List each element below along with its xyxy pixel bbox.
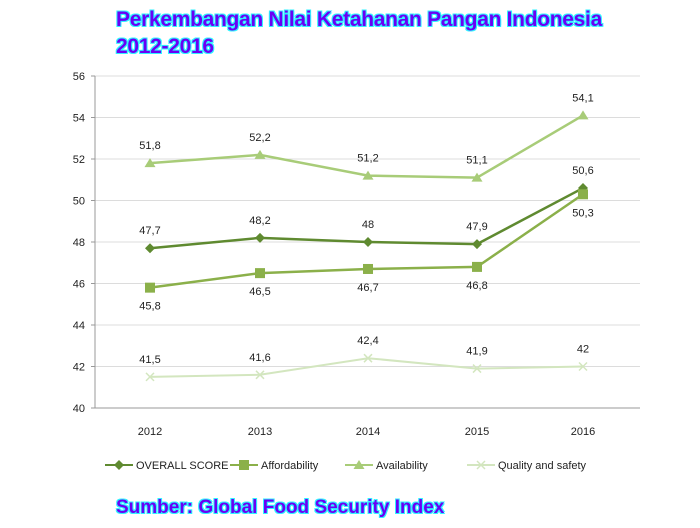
data-label: 54,1 — [572, 92, 593, 104]
data-point — [363, 263, 373, 274]
data-label: 48 — [362, 219, 374, 231]
data-label: 46,8 — [466, 280, 487, 292]
data-label: 51,8 — [139, 140, 160, 152]
x-stroke — [578, 361, 588, 372]
data-point — [472, 261, 482, 272]
data-label: 47,9 — [466, 221, 487, 233]
series-line — [149, 357, 584, 378]
title-line-1: Perkembangan Nilai Ketahanan Pangan Indo… — [116, 8, 602, 31]
legend-item: Availability — [345, 460, 428, 472]
x-tick-label: 2013 — [248, 426, 272, 438]
data-label: 41,9 — [466, 346, 487, 358]
data-point — [254, 149, 266, 159]
chart-title: Perkembangan Nilai Ketahanan Pangan Indo… — [116, 6, 602, 60]
x-stroke — [363, 353, 373, 363]
data-label: 47,7 — [139, 225, 160, 237]
x-stroke — [472, 364, 482, 374]
x-stroke — [145, 372, 155, 382]
data-point — [577, 110, 589, 120]
x-tick-label: 2015 — [465, 426, 489, 438]
legend-label: Quality and safety — [498, 460, 587, 472]
x-tick-label: 2012 — [138, 426, 162, 438]
data-point — [472, 364, 482, 374]
legend-label: Availability — [376, 460, 428, 472]
x-tick-label: 2016 — [571, 426, 595, 438]
y-tick-label: 54 — [73, 113, 85, 125]
data-point — [145, 372, 155, 382]
x-tick-label: 2014 — [356, 426, 380, 438]
data-point — [578, 361, 588, 372]
y-tick-label: 50 — [73, 196, 85, 208]
data-label: 45,8 — [139, 301, 160, 313]
data-label: 51,2 — [357, 153, 378, 165]
legend-marker — [476, 460, 486, 470]
legend-item: OVERALL SCORE — [105, 460, 229, 472]
y-tick-label: 48 — [73, 237, 85, 249]
data-point — [145, 282, 155, 293]
data-label: 41,5 — [139, 354, 160, 366]
data-label: 42,4 — [357, 335, 378, 347]
data-label: 46,5 — [249, 286, 270, 298]
data-point — [362, 170, 374, 180]
y-tick-label: 46 — [73, 279, 85, 291]
title-line-2: 2012-2016 — [116, 35, 214, 58]
data-point — [144, 158, 156, 168]
data-label: 50,6 — [572, 165, 593, 177]
data-label: 42 — [577, 344, 589, 356]
data-point — [363, 237, 373, 247]
y-tick-label: 56 — [73, 71, 85, 83]
data-label: 50,3 — [572, 207, 593, 219]
x-stroke — [255, 370, 265, 380]
y-tick-label: 42 — [73, 362, 85, 374]
data-label: 52,2 — [249, 132, 270, 144]
legend-item: Quality and safety — [467, 460, 587, 472]
series-affordability: 45,8 46,5 46,7 46,8 50,3 — [139, 189, 594, 313]
data-point — [471, 172, 483, 182]
data-point — [255, 370, 265, 380]
series-availability: 51,8 52,2 51,2 51,1 54,1 — [139, 92, 594, 182]
data-label: 51,1 — [466, 155, 487, 167]
data-point — [255, 268, 265, 279]
y-tick-label: 40 — [73, 403, 85, 415]
legend-marker — [114, 460, 124, 470]
data-point — [145, 243, 155, 254]
y-tick-label: 44 — [73, 320, 85, 332]
data-label: 46,7 — [357, 282, 378, 294]
source-caption: Sumber: Global Food Security Index — [116, 497, 445, 518]
data-label: 41,6 — [249, 352, 270, 364]
legend: OVERALL SCORE Affordability Availability Qu… — [105, 460, 587, 472]
data-label: 48,2 — [249, 215, 270, 227]
legend-marker — [239, 460, 249, 470]
data-point — [363, 353, 373, 363]
legend-marker — [353, 460, 365, 469]
legend-label: Affordability — [261, 460, 319, 472]
data-point — [255, 232, 265, 243]
y-tick-label: 52 — [73, 154, 85, 166]
series-line — [149, 114, 584, 179]
series-quality-and-safety: 41,5 41,6 42,4 41,9 42 — [139, 335, 589, 382]
legend-label: OVERALL SCORE — [136, 460, 229, 472]
legend-item: Affordability — [230, 460, 319, 472]
data-point — [578, 189, 588, 200]
x-stroke — [476, 460, 486, 470]
data-point — [472, 239, 482, 250]
